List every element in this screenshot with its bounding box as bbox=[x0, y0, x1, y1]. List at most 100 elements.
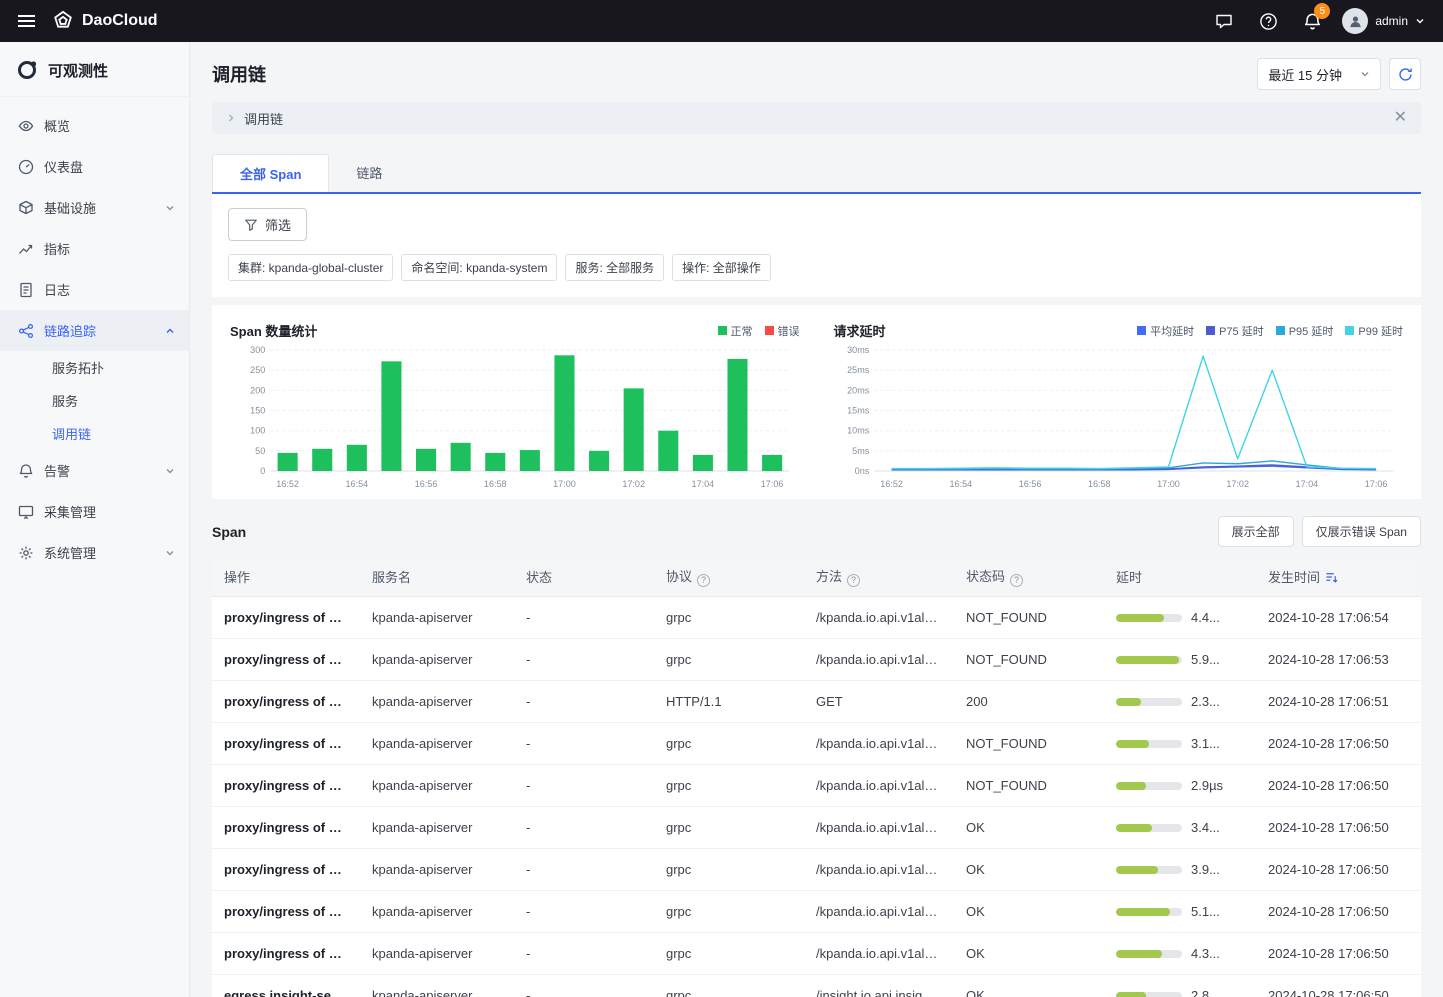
cell-status-code: OK bbox=[954, 974, 1104, 997]
svg-text:250: 250 bbox=[250, 365, 265, 375]
table-row[interactable]: proxy/ingress of kpan...kpanda-apiserver… bbox=[212, 848, 1421, 890]
monitor-icon bbox=[18, 504, 34, 520]
filter-chip[interactable]: 命名空间: kpanda-system bbox=[401, 254, 557, 281]
cell-status: - bbox=[514, 932, 654, 974]
show-all-button[interactable]: 展示全部 bbox=[1218, 516, 1294, 547]
legend-item[interactable]: P99 延时 bbox=[1345, 323, 1403, 339]
user-menu[interactable]: admin bbox=[1342, 8, 1425, 34]
legend-item[interactable]: 正常 bbox=[718, 323, 753, 339]
tab-trace[interactable]: 链路 bbox=[329, 154, 409, 192]
trend-chart-icon bbox=[18, 241, 34, 257]
cell-service: kpanda-apiserver bbox=[360, 932, 514, 974]
help-icon[interactable] bbox=[1254, 7, 1282, 35]
sidebar-item-infrastructure[interactable]: 基础设施 bbox=[0, 187, 189, 228]
cell-operation: proxy/ingress of kpan... bbox=[212, 932, 360, 974]
delay-bar bbox=[1116, 698, 1182, 706]
cell-status: - bbox=[514, 974, 654, 997]
filter-chip[interactable]: 集群: kpanda-global-cluster bbox=[228, 254, 393, 281]
cell-protocol: grpc bbox=[654, 974, 804, 997]
svg-text:200: 200 bbox=[250, 385, 265, 395]
sidebar-item-alerts[interactable]: 告警 bbox=[0, 450, 189, 491]
svg-text:100: 100 bbox=[250, 426, 265, 436]
filter-chip[interactable]: 操作: 全部操作 bbox=[672, 254, 771, 281]
span-section-header: Span 展示全部 仅展示错误 Span bbox=[212, 516, 1421, 547]
close-icon[interactable]: ✕ bbox=[1394, 110, 1407, 126]
svg-text:17:02: 17:02 bbox=[1226, 479, 1249, 489]
column-header: 方法? bbox=[804, 557, 954, 596]
bell-icon bbox=[18, 463, 34, 479]
table-row[interactable]: proxy/ingress of kpan...kpanda-apiserver… bbox=[212, 806, 1421, 848]
bar-chart-canvas: 05010015020025030016:5216:5416:5616:5817… bbox=[230, 342, 800, 495]
tab-all-span[interactable]: 全部 Span bbox=[212, 154, 329, 192]
table-row[interactable]: proxy/ingress of kpan...kpanda-apiserver… bbox=[212, 638, 1421, 680]
cell-operation: proxy/ingress of kpan... bbox=[212, 848, 360, 890]
time-range-select[interactable]: 最近 15 分钟 bbox=[1257, 58, 1381, 90]
svg-text:16:56: 16:56 bbox=[415, 479, 438, 489]
gear-icon bbox=[18, 545, 34, 561]
delay-bar bbox=[1116, 740, 1182, 748]
sidebar-item-system[interactable]: 系统管理 bbox=[0, 532, 189, 573]
chart-title: Span 数量统计 bbox=[230, 321, 317, 340]
show-errors-button[interactable]: 仅展示错误 Span bbox=[1302, 516, 1421, 547]
sort-icon[interactable] bbox=[1325, 571, 1338, 584]
cell-status: - bbox=[514, 848, 654, 890]
cell-method: /kpanda.io.api.v1alpha1... bbox=[804, 890, 954, 932]
chat-icon[interactable] bbox=[1210, 7, 1238, 35]
help-icon[interactable]: ? bbox=[847, 574, 860, 587]
legend-swatch bbox=[1137, 326, 1146, 335]
brand-logo[interactable]: DaoCloud bbox=[52, 10, 158, 32]
cell-method: GET bbox=[804, 680, 954, 722]
sidebar-item-services[interactable]: 服务 bbox=[0, 384, 189, 417]
table-row[interactable]: proxy/ingress of kpan...kpanda-apiserver… bbox=[212, 596, 1421, 638]
sidebar-item-call-chain[interactable]: 调用链 bbox=[0, 417, 189, 450]
latency-chart: 请求延时 平均延时P75 延时P95 延时P99 延时 0ns5ms10ms15… bbox=[834, 321, 1404, 495]
filter-section: 筛选 集群: kpanda-global-cluster 命名空间: kpanda… bbox=[212, 194, 1421, 297]
breadcrumb-item[interactable]: 调用链 bbox=[244, 109, 283, 128]
filter-chip[interactable]: 服务: 全部服务 bbox=[565, 254, 664, 281]
sidebar-item-logs[interactable]: 日志 bbox=[0, 269, 189, 310]
delay-bar bbox=[1116, 656, 1182, 664]
cell-status: - bbox=[514, 680, 654, 722]
table-row[interactable]: proxy/ingress of kpan...kpanda-apiserver… bbox=[212, 932, 1421, 974]
delay-bar bbox=[1116, 908, 1182, 916]
table-row[interactable]: proxy/ingress of kpan...kpanda-apiserver… bbox=[212, 680, 1421, 722]
sidebar-item-metrics[interactable]: 指标 bbox=[0, 228, 189, 269]
cell-method: /kpanda.io.api.v1alpha1... bbox=[804, 596, 954, 638]
legend-item[interactable]: 平均延时 bbox=[1137, 323, 1194, 339]
table-row[interactable]: proxy/ingress of kpan...kpanda-apiserver… bbox=[212, 764, 1421, 806]
sidebar-item-collection[interactable]: 采集管理 bbox=[0, 491, 189, 532]
cell-delay: 5.9... bbox=[1104, 638, 1256, 680]
chevron-down-icon bbox=[1415, 16, 1425, 26]
cell-method: /kpanda.io.api.v1alpha1... bbox=[804, 848, 954, 890]
sidebar-item-service-topology[interactable]: 服务拓扑 bbox=[0, 351, 189, 384]
filter-button[interactable]: 筛选 bbox=[228, 208, 307, 241]
menu-toggle-button[interactable] bbox=[0, 0, 52, 42]
sidebar-item-tracing[interactable]: 链路追踪 bbox=[0, 310, 189, 351]
refresh-button[interactable] bbox=[1389, 58, 1421, 90]
legend-item[interactable]: P75 延时 bbox=[1206, 323, 1264, 339]
column-header[interactable]: 发生时间 bbox=[1256, 557, 1421, 596]
table-row[interactable]: proxy/ingress of kpan...kpanda-apiserver… bbox=[212, 890, 1421, 932]
cell-status-code: OK bbox=[954, 806, 1104, 848]
help-icon[interactable]: ? bbox=[697, 574, 710, 587]
svg-text:17:06: 17:06 bbox=[761, 479, 784, 489]
cell-service: kpanda-apiserver bbox=[360, 848, 514, 890]
cell-service: kpanda-apiserver bbox=[360, 974, 514, 997]
help-icon[interactable]: ? bbox=[1010, 574, 1023, 587]
chevron-up-icon bbox=[165, 326, 175, 336]
cell-operation: proxy/ingress of kpan... bbox=[212, 764, 360, 806]
legend-swatch bbox=[718, 326, 727, 335]
chart-legend: 正常错误 bbox=[718, 323, 800, 339]
brand-name: DaoCloud bbox=[82, 12, 158, 30]
table-row[interactable]: egress insight-server.i...kpanda-apiserv… bbox=[212, 974, 1421, 997]
cell-method: /kpanda.io.api.v1alpha1... bbox=[804, 764, 954, 806]
legend-item[interactable]: 错误 bbox=[765, 323, 800, 339]
svg-text:0ns: 0ns bbox=[854, 466, 869, 476]
sidebar-item-dashboard[interactable]: 仪表盘 bbox=[0, 146, 189, 187]
notifications-bell-icon[interactable]: 5 bbox=[1298, 7, 1326, 35]
cell-status-code: NOT_FOUND bbox=[954, 638, 1104, 680]
sidebar-item-overview[interactable]: 概览 bbox=[0, 105, 189, 146]
legend-item[interactable]: P95 延时 bbox=[1276, 323, 1334, 339]
table-row[interactable]: proxy/ingress of kpan...kpanda-apiserver… bbox=[212, 722, 1421, 764]
cell-time: 2024-10-28 17:06:50 bbox=[1256, 848, 1421, 890]
